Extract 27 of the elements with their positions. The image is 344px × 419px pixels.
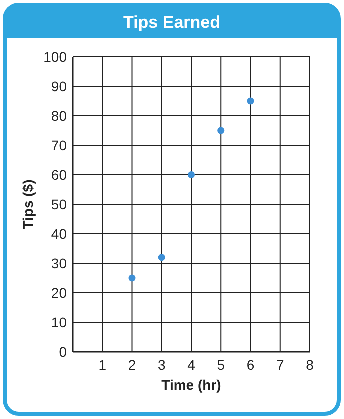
point	[218, 127, 225, 134]
point	[128, 274, 136, 282]
y-tick-label: 50	[51, 196, 68, 212]
point	[158, 254, 166, 262]
y-tick-label: 90	[51, 78, 68, 94]
x-tick-label: 4	[188, 357, 196, 373]
y-axis-title: Tips ($)	[20, 180, 36, 230]
x-tick-label: 8	[306, 357, 314, 373]
x-tick-label: 6	[246, 357, 255, 373]
y-tick-label: 30	[51, 256, 68, 272]
point	[247, 98, 254, 105]
x-tick-label: 3	[158, 357, 166, 373]
x-tick-label: 7	[276, 357, 284, 373]
x-tick-label: 1	[98, 357, 107, 373]
y-tick-label: 40	[51, 226, 68, 242]
point	[188, 172, 195, 178]
x-tick-label: 2	[128, 357, 136, 373]
y-tick-label: 70	[51, 138, 68, 154]
y-tick-label: 60	[51, 167, 68, 183]
x-tick-label: 5	[217, 357, 226, 373]
y-tick-label: 20	[51, 285, 68, 301]
x-axis-title: Time (hr)	[162, 377, 222, 393]
chart-title: Tips Earned	[124, 13, 220, 32]
y-tick-label: 100	[44, 49, 68, 65]
y-tick-label: 0	[59, 344, 68, 360]
y-tick-label: 10	[51, 314, 68, 330]
y-tick-label: 80	[51, 108, 68, 124]
